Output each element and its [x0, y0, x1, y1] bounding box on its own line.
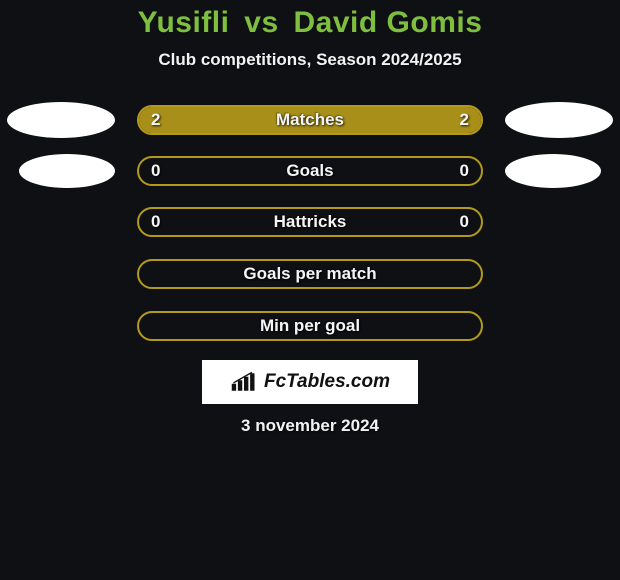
stat-label: Min per goal [139, 313, 481, 339]
stat-bar: Goals per match [137, 259, 483, 289]
stat-row: 00Goals [0, 154, 620, 188]
comparison-title: Yusifli vs David Gomis [0, 6, 620, 40]
stat-label: Matches [139, 107, 481, 133]
stat-bar: 00Hattricks [137, 207, 483, 237]
stat-label: Goals per match [139, 261, 481, 287]
brand-text: FcTables.com [264, 371, 390, 393]
player1-name: Yusifli [138, 6, 230, 39]
player1-avatar [7, 102, 115, 138]
stat-row: Goals per match [0, 256, 620, 292]
stat-label: Goals [139, 158, 481, 184]
snapshot-date: 3 november 2024 [0, 416, 620, 436]
stat-row: 22Matches [0, 102, 620, 138]
player2-name: David Gomis [294, 6, 483, 39]
brand-badge: FcTables.com [202, 360, 418, 404]
stats-list: 22Matches 00Goals 00Hattricks Goals per mat… [0, 102, 620, 344]
stat-row: 00Hattricks [0, 204, 620, 240]
stat-row: Min per goal [0, 308, 620, 344]
title-vs: vs [238, 6, 284, 39]
player1-avatar [19, 154, 115, 188]
subtitle: Club competitions, Season 2024/2025 [0, 50, 620, 70]
player2-avatar [505, 102, 613, 138]
stat-bar: 00Goals [137, 156, 483, 186]
player2-avatar [505, 154, 601, 188]
stat-bar: 22Matches [137, 105, 483, 135]
chart-bars-icon [230, 371, 258, 393]
stat-label: Hattricks [139, 209, 481, 235]
stat-bar: Min per goal [137, 311, 483, 341]
